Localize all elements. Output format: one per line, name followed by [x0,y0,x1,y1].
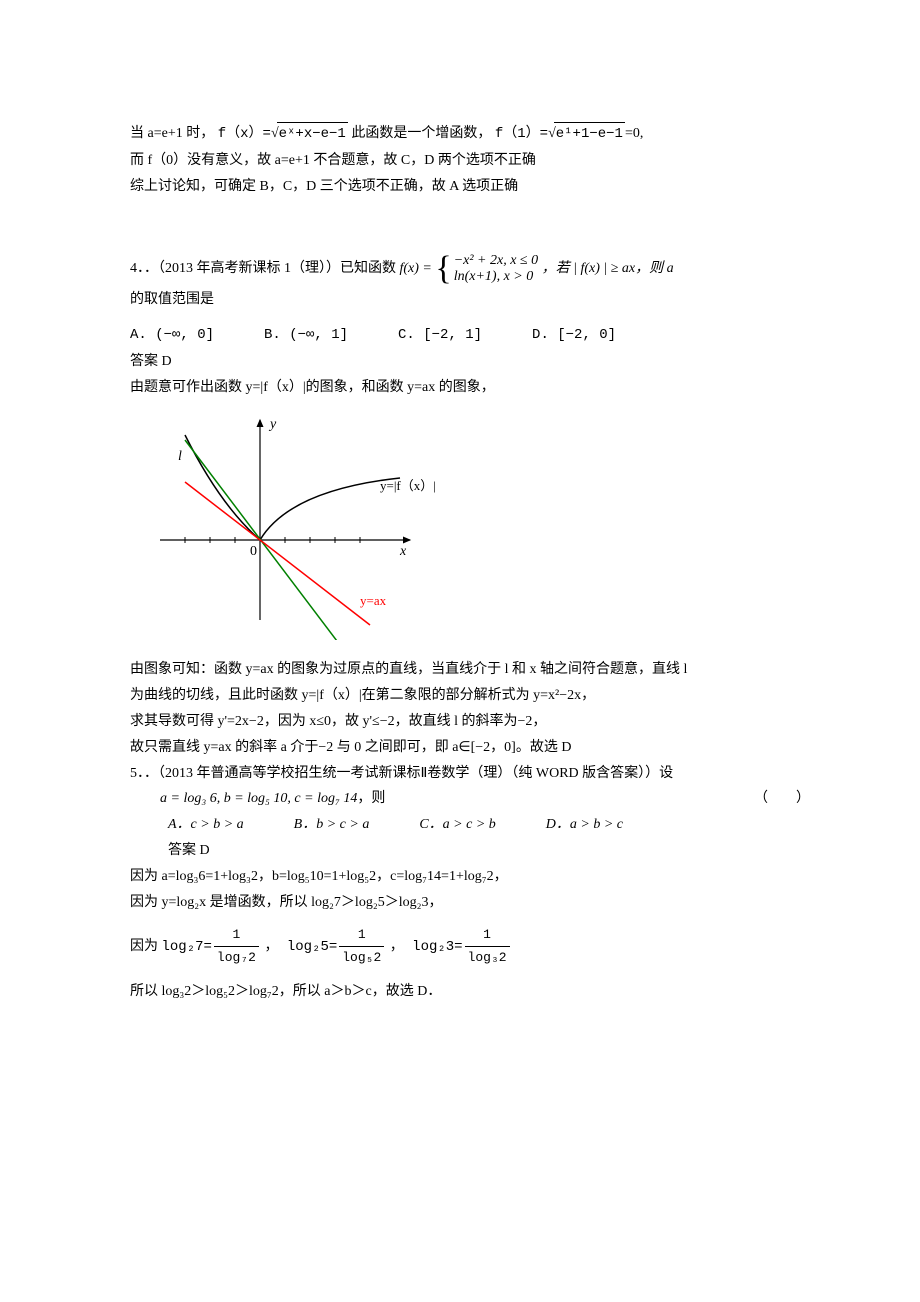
graph-svg: y l y=|f（x）| x 0 y=ax [150,410,470,640]
q4-stem-a: 4．．（2013 年高考新课标 1（理））已知函数 [130,262,400,277]
q5-exp2: 因为 y=log₂x 是增函数，所以 log₂7＞log₂5＞log₂3， [130,891,810,915]
q4-exp5: 故只需直线 y=ax 的斜率 a 介于−2 与 0 之间即可，即 a∈[−2，0… [130,736,810,760]
q3-l1-d: f（1）= [495,126,548,142]
q5-exp3-f1l: log₂7= [162,939,212,955]
piecewise-rows: −x² + 2x, x ≤ 0 ln(x+1), x > 0 [454,253,538,287]
graph-label-y: y [268,417,277,432]
q5-paren: （ ） [754,787,810,811]
q3-l1-sqrt2: e¹+1−e−1 [554,122,625,147]
q5-exp3-f3l: ， log₂3= [390,939,463,955]
piecewise-brace: { −x² + 2x, x ≤ 0 ln(x+1), x > 0 [435,252,538,286]
q4-exp4: 求其导数可得 y'=2x−2，因为 x≤0，故 y'≤−2，故直线 l 的斜率为… [130,710,810,734]
spacer [130,200,810,250]
q4-exp3: 为曲线的切线，且此时函数 y=|f（x）|在第二象限的部分解析式为 y=x²−2… [130,684,810,708]
graph-label-l: l [178,449,182,464]
q5-optB: B．b > c > a [294,813,370,837]
frac-den: log₅2 [339,947,384,969]
q3-l1-e: =0, [625,126,643,141]
fraction: 1log₅2 [339,924,384,969]
graph-label-ax: y=ax [360,593,387,608]
q3-line-3: 综上讨论知，可确定 B，C，D 三个选项不正确，故 A 选项正确 [130,175,810,199]
frac-num: 1 [465,924,510,947]
q5-optC: C．a > c > b [419,813,495,837]
document-page: 当 a=e+1 时， f（x）=√eˣ+x−e−1 此函数是一个增函数， f（1… [0,0,920,1065]
q4-answer: 答案 D [130,350,810,374]
q4-stem-b: ，若 | f(x) | ≥ ax，则 a [542,262,674,277]
q4-stem-c: 的取值范围是 [130,288,810,312]
q4-optB: B. (−∞, 1] [264,324,348,348]
q5-options: A．c > b > a B．b > c > a C．a > c > b D．a … [130,813,810,837]
q4-optA: A. (−∞, 0] [130,324,214,348]
q5-optA: A．c > b > a [168,813,244,837]
q4-options: A. (−∞, 0] B. (−∞, 1] C. [−2, 1] D. [−2,… [130,324,810,348]
q3-line-2: 而 f（0）没有意义，故 a=e+1 不合题意，故 C，D 两个选项不正确 [130,149,810,173]
graph-label-f: y=|f（x）| [380,478,436,493]
q4-fx-lhs: f(x) = [400,262,436,277]
q5-exp3-f2l: ， log₂5= [264,939,337,955]
q4-optD: D. [−2, 0] [532,324,616,348]
frac-num: 1 [214,924,259,947]
q5-stem: 5．．（2013 年普通高等学校招生统一考试新课标Ⅱ卷数学（理）（纯 WORD … [130,762,810,786]
q5-then: ，则 [357,791,385,806]
q3-l1-sqrt: eˣ+x−e−1 [277,122,348,147]
q4-stem: 4．．（2013 年高考新课标 1（理））已知函数 f(x) = { −x² +… [130,252,810,286]
frac-den: log₇2 [214,947,259,969]
q5-formula: a = log₃ 6, b = log₅ 10, c = log₇ 14 [160,791,357,806]
q4-piece2: ln(x+1), x > 0 [454,269,538,286]
q5-optD: D．a > b > c [546,813,623,837]
q3-l1-c: 此函数是一个增函数， [351,126,491,141]
q5-exp3: 因为 log₂7=1log₇2 ， log₂5=1log₅2 ， log₂3=1… [130,924,810,969]
q5-exp4: 所以 log₃2＞log₅2＞log₇2，所以 a＞b＞c，故选 D． [130,980,810,1004]
graph-label-0: 0 [250,544,257,559]
spacer [130,314,810,322]
q3-line-1: 当 a=e+1 时， f（x）=√eˣ+x−e−1 此函数是一个增函数， f（1… [130,122,810,147]
fraction: 1log₇2 [214,924,259,969]
q4-piece1: −x² + 2x, x ≤ 0 [454,253,538,270]
q4-graph: y l y=|f（x）| x 0 y=ax [150,410,810,649]
frac-num: 1 [339,924,384,947]
q4-exp2: 由图象可知：函数 y=ax 的图象为过原点的直线，当直线介于 l 和 x 轴之间… [130,658,810,682]
q3-l1-a: 当 a=e+1 时， [130,126,214,141]
q5-formula-line: a = log₃ 6, b = log₅ 10, c = log₇ 14，则 （… [130,787,810,811]
q4-optC: C. [−2, 1] [398,324,482,348]
q5-answer: 答案 D [130,839,810,863]
q5-exp1: 因为 a=log₃6=1+log₃2，b=log₅10=1+log₅2，c=lo… [130,865,810,889]
q5-exp3-a: 因为 [130,939,158,954]
graph-label-x: x [399,544,407,559]
frac-den: log₃2 [465,947,510,969]
brace-left-icon: { [435,252,451,286]
fraction: 1log₃2 [465,924,510,969]
q3-l1-b: f（x）= [218,126,271,142]
q4-exp1: 由题意可作出函数 y=|f（x）|的图象，和函数 y=ax 的图象， [130,376,810,400]
